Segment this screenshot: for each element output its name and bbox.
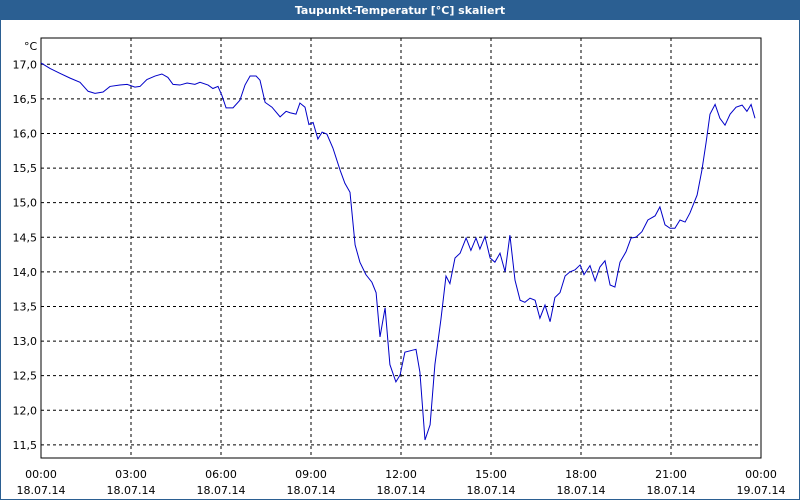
x-tick-date: 18.07.14	[287, 484, 336, 497]
x-tick-date: 18.07.14	[467, 484, 516, 497]
x-tick-label: 03:00	[115, 468, 147, 481]
y-tick-label: 12,5	[13, 370, 38, 383]
x-tick-label: 15:00	[475, 468, 507, 481]
chart-title: Taupunkt-Temperatur [°C] skaliert	[295, 4, 505, 17]
x-tick-date: 18.07.14	[377, 484, 426, 497]
x-tick-label: 18:00	[565, 468, 597, 481]
y-tick-label: 17,0	[13, 58, 38, 71]
y-tick-label: 15,5	[13, 162, 38, 175]
y-tick-label: 15,0	[13, 197, 38, 210]
data-line	[40, 62, 756, 441]
y-tick-label: 14,5	[13, 231, 38, 244]
y-tick-label: 13,5	[13, 300, 38, 313]
x-tick-label: 00:00	[745, 468, 777, 481]
x-tick-date: 18.07.14	[197, 484, 246, 497]
x-tick-date: 18.07.14	[557, 484, 606, 497]
x-tick-date: 19.07.14	[737, 484, 786, 497]
y-tick-label: 12,0	[13, 404, 38, 417]
y-tick-label: 14,0	[13, 266, 38, 279]
x-tick-date: 18.07.14	[107, 484, 156, 497]
x-tick-label: 09:00	[295, 468, 327, 481]
x-tick-label: 12:00	[385, 468, 417, 481]
y-unit: °C	[24, 40, 38, 53]
y-tick-label: 11,5	[13, 439, 38, 452]
x-tick-date: 18.07.14	[647, 484, 696, 497]
x-tick-label: 21:00	[655, 468, 687, 481]
y-tick-label: 16,5	[13, 93, 38, 106]
y-tick-label: 16,0	[13, 127, 38, 140]
y-tick-label: 13,0	[13, 335, 38, 348]
x-tick-date: 18.07.14	[17, 484, 66, 497]
title-bar	[0, 0, 800, 20]
x-tick-label: 06:00	[205, 468, 237, 481]
x-tick-label: 00:00	[25, 468, 57, 481]
